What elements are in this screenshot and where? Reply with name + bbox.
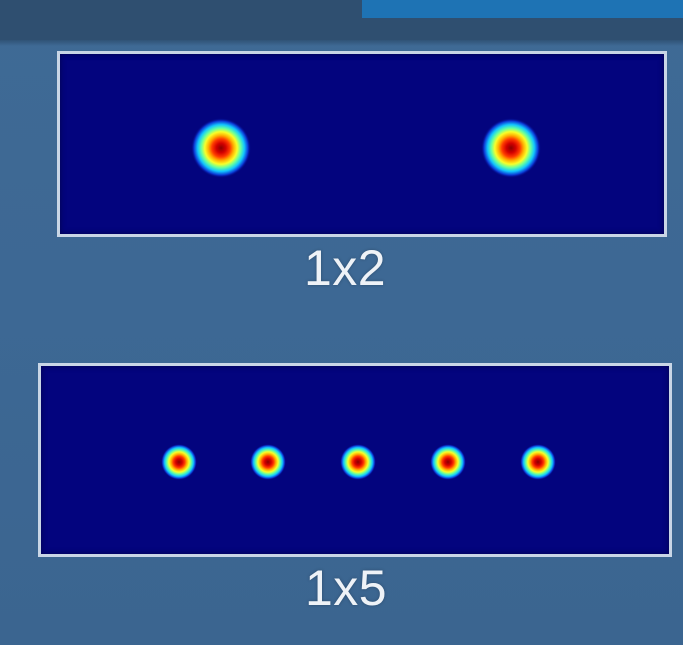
array-1x5-spot-1 [161,444,197,480]
caption-1x2: 1x2 [303,240,387,296]
array-1x5-spot-4 [430,444,466,480]
array-1x2-spot-1 [191,118,251,178]
array-1x5-spot-2 [250,444,286,480]
spot-array-1x2-plot [191,118,541,178]
caption-1x5: 1x5 [304,560,388,616]
spot-array-panel-1x2 [57,51,667,237]
spot-array-panel-1x5 [38,363,672,557]
array-1x5-spot-3 [340,444,376,480]
top-bar-shadow [0,40,683,46]
array-1x2-spot-2 [481,118,541,178]
spot-array-1x5-plot [161,444,556,480]
top-bar-accent [362,0,683,18]
array-1x5-spot-5 [520,444,556,480]
